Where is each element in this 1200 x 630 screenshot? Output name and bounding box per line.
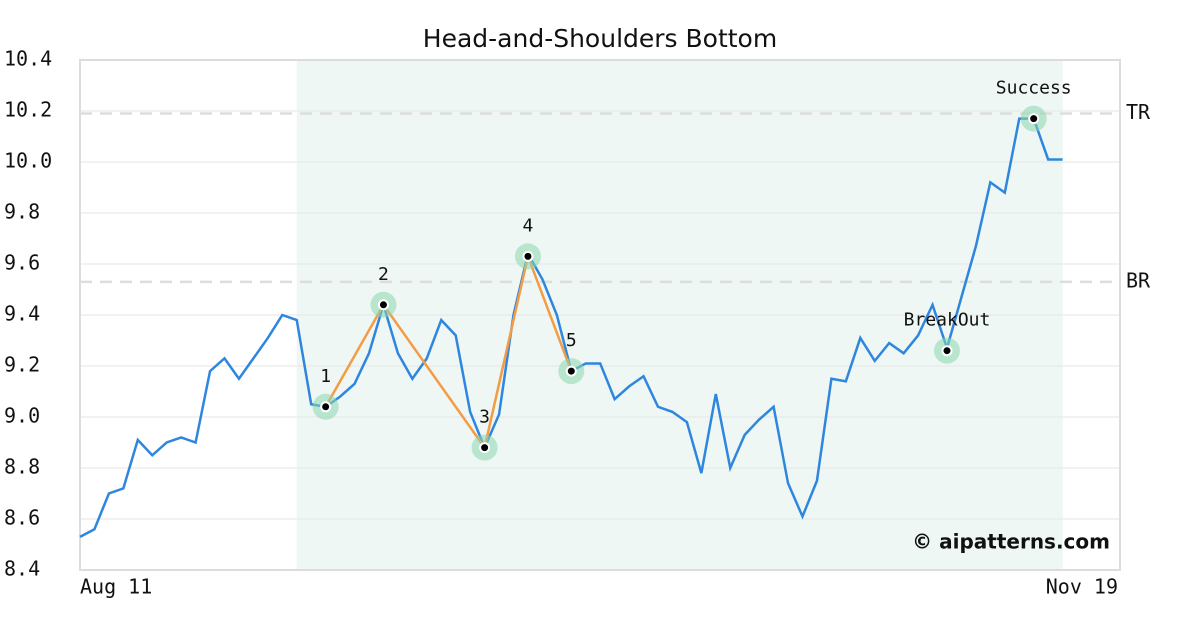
y-tick-label: 8.4	[4, 557, 40, 581]
pattern-point-dot	[522, 250, 534, 262]
pattern-point-dot	[320, 401, 332, 413]
level-label: TR	[1126, 100, 1151, 124]
pattern-point-dot	[377, 299, 389, 311]
pattern-label: 4	[523, 215, 534, 236]
pattern-label: 2	[378, 264, 389, 285]
pattern-label: 1	[320, 366, 331, 387]
pattern-label: 3	[479, 407, 490, 428]
watermark: © aipatterns.com	[912, 530, 1110, 554]
event-point-dot	[941, 345, 953, 357]
x-tick-label: Aug 11	[80, 575, 152, 599]
pattern-point-dot	[565, 365, 577, 377]
x-tick-label: Nov 19	[1046, 575, 1118, 599]
pattern-label: 5	[566, 330, 577, 351]
y-tick-label: 9.4	[4, 302, 40, 326]
y-tick-label: 10.0	[4, 149, 52, 173]
pattern-point-dot	[479, 442, 491, 454]
level-label: BR	[1126, 268, 1151, 292]
event-label: BreakOut	[904, 310, 991, 331]
y-tick-label: 10.2	[4, 98, 52, 122]
plot-frame	[79, 59, 1121, 571]
y-tick-label: 9.8	[4, 200, 40, 224]
event-point-dot	[1028, 113, 1040, 125]
chart-title: Head-and-Shoulders Bottom	[423, 24, 777, 53]
event-label: Success	[996, 78, 1072, 99]
y-tick-label: 8.6	[4, 506, 40, 530]
y-tick-label: 9.0	[4, 404, 40, 428]
y-tick-label: 10.4	[4, 47, 52, 71]
y-tick-label: 9.2	[4, 353, 40, 377]
y-tick-label: 9.6	[4, 251, 40, 275]
y-tick-label: 8.8	[4, 455, 40, 479]
